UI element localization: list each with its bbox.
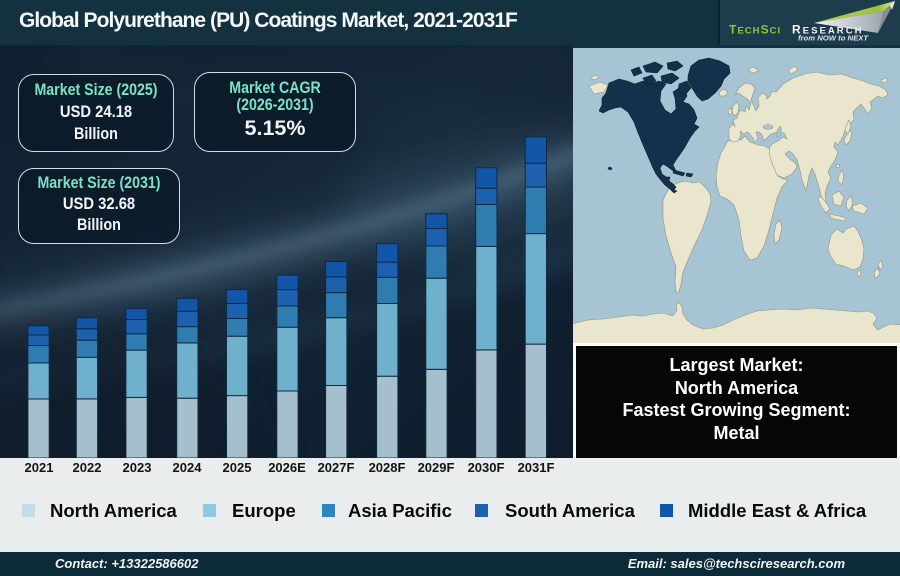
svg-text:TECHSCI: TECHSCI [729,23,781,37]
svg-text:RESEARCH: RESEARCH [792,23,864,37]
svg-text:from NOW to NEXT: from NOW to NEXT [798,34,869,43]
